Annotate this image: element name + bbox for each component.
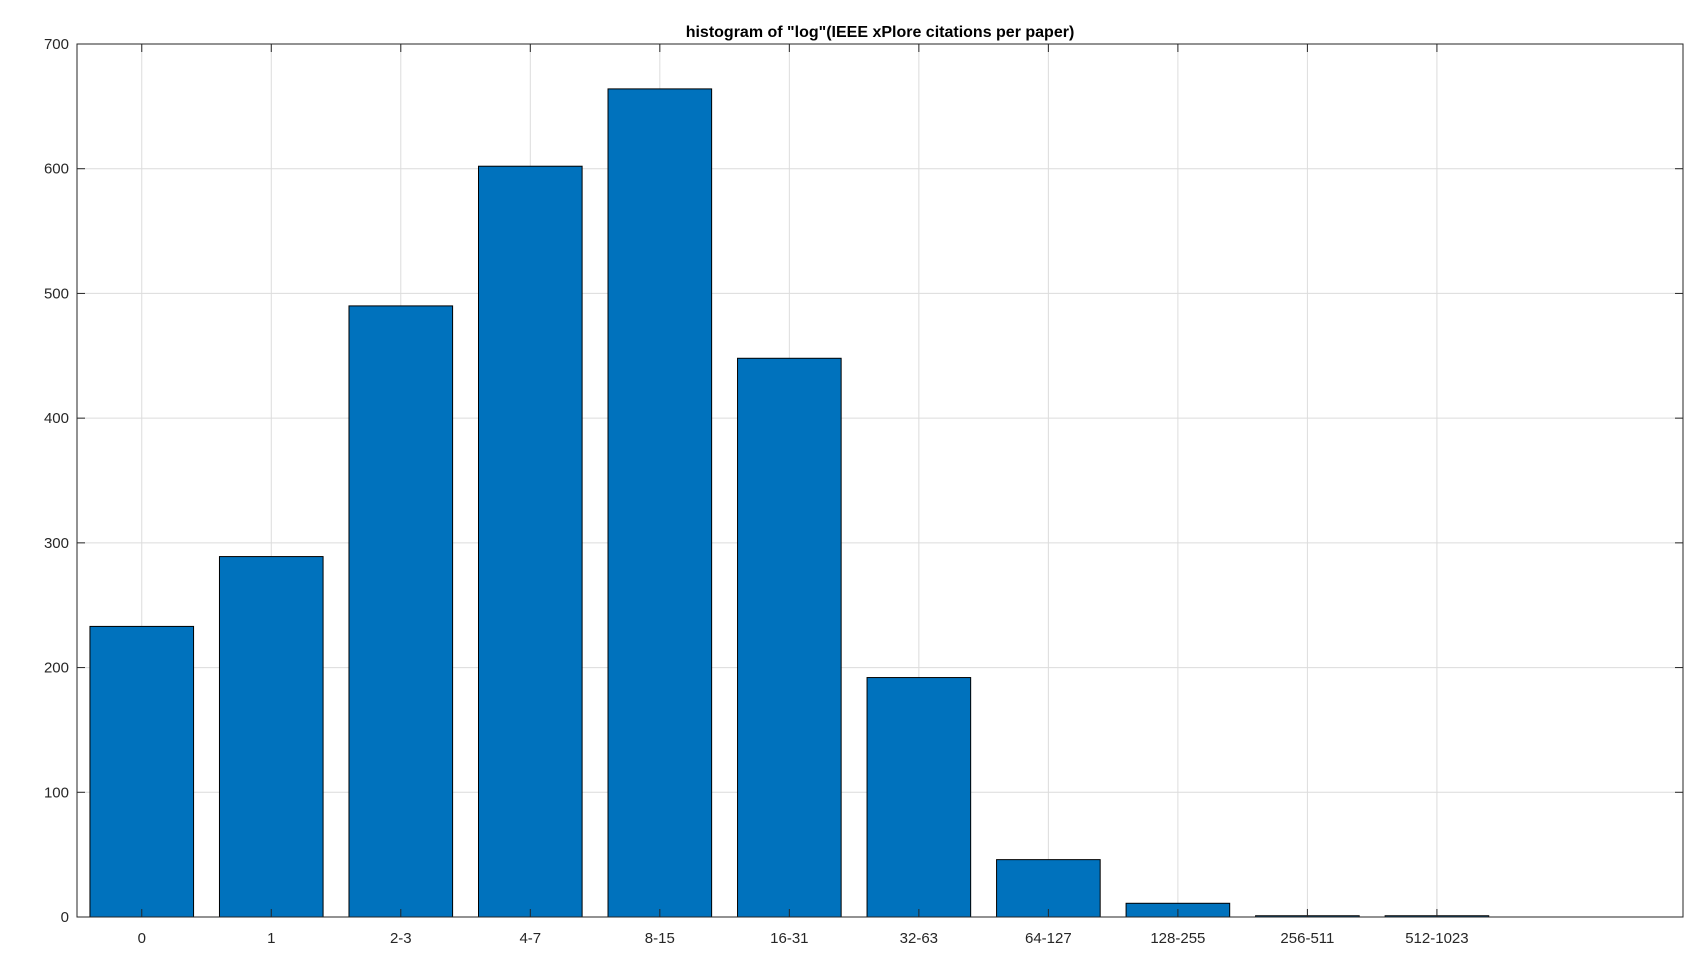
bar-2-3 — [348, 305, 454, 918]
x-tick-label: 8-15 — [645, 930, 675, 947]
x-tick-label: 2-3 — [390, 930, 412, 947]
y-tick-label: 0 — [61, 909, 69, 926]
x-tick-label: 32-63 — [900, 930, 938, 947]
y-tick-label: 100 — [44, 784, 69, 801]
x-tick-label: 1 — [267, 930, 275, 947]
bar-4-7 — [478, 165, 583, 918]
y-tick-label: 200 — [44, 660, 69, 677]
bar-0 — [89, 625, 195, 918]
chart-title: histogram of "log"(IEEE xPlore citations… — [686, 24, 1075, 41]
bar-64-127 — [996, 859, 1101, 918]
x-tick-label: 4-7 — [519, 930, 541, 947]
x-tick-label: 16-31 — [770, 930, 808, 947]
y-tick-label: 300 — [44, 535, 69, 552]
x-tick-label: 64-127 — [1025, 930, 1072, 947]
x-tick-label: 256-511 — [1280, 930, 1334, 947]
bar-1 — [218, 556, 324, 918]
x-tick-label: 0 — [138, 930, 146, 947]
x-tick-label: 128-255 — [1150, 930, 1205, 947]
bar-16-31 — [737, 357, 842, 918]
y-tick-label: 700 — [44, 36, 69, 53]
ticks-group: 0 100 200 300 400 500 600 700 0 1 2-3 4-7 8-15 16-31 3… — [44, 36, 1683, 947]
y-tick-label: 500 — [44, 285, 69, 302]
bars-group — [89, 88, 1490, 918]
bar-8-15 — [607, 88, 713, 918]
x-tick-label: 512-1023 — [1405, 930, 1468, 947]
bar-32-63 — [866, 677, 972, 918]
y-tick-label: 400 — [44, 410, 69, 427]
axes-frame — [76, 43, 1684, 918]
y-tick-label: 600 — [44, 161, 69, 178]
